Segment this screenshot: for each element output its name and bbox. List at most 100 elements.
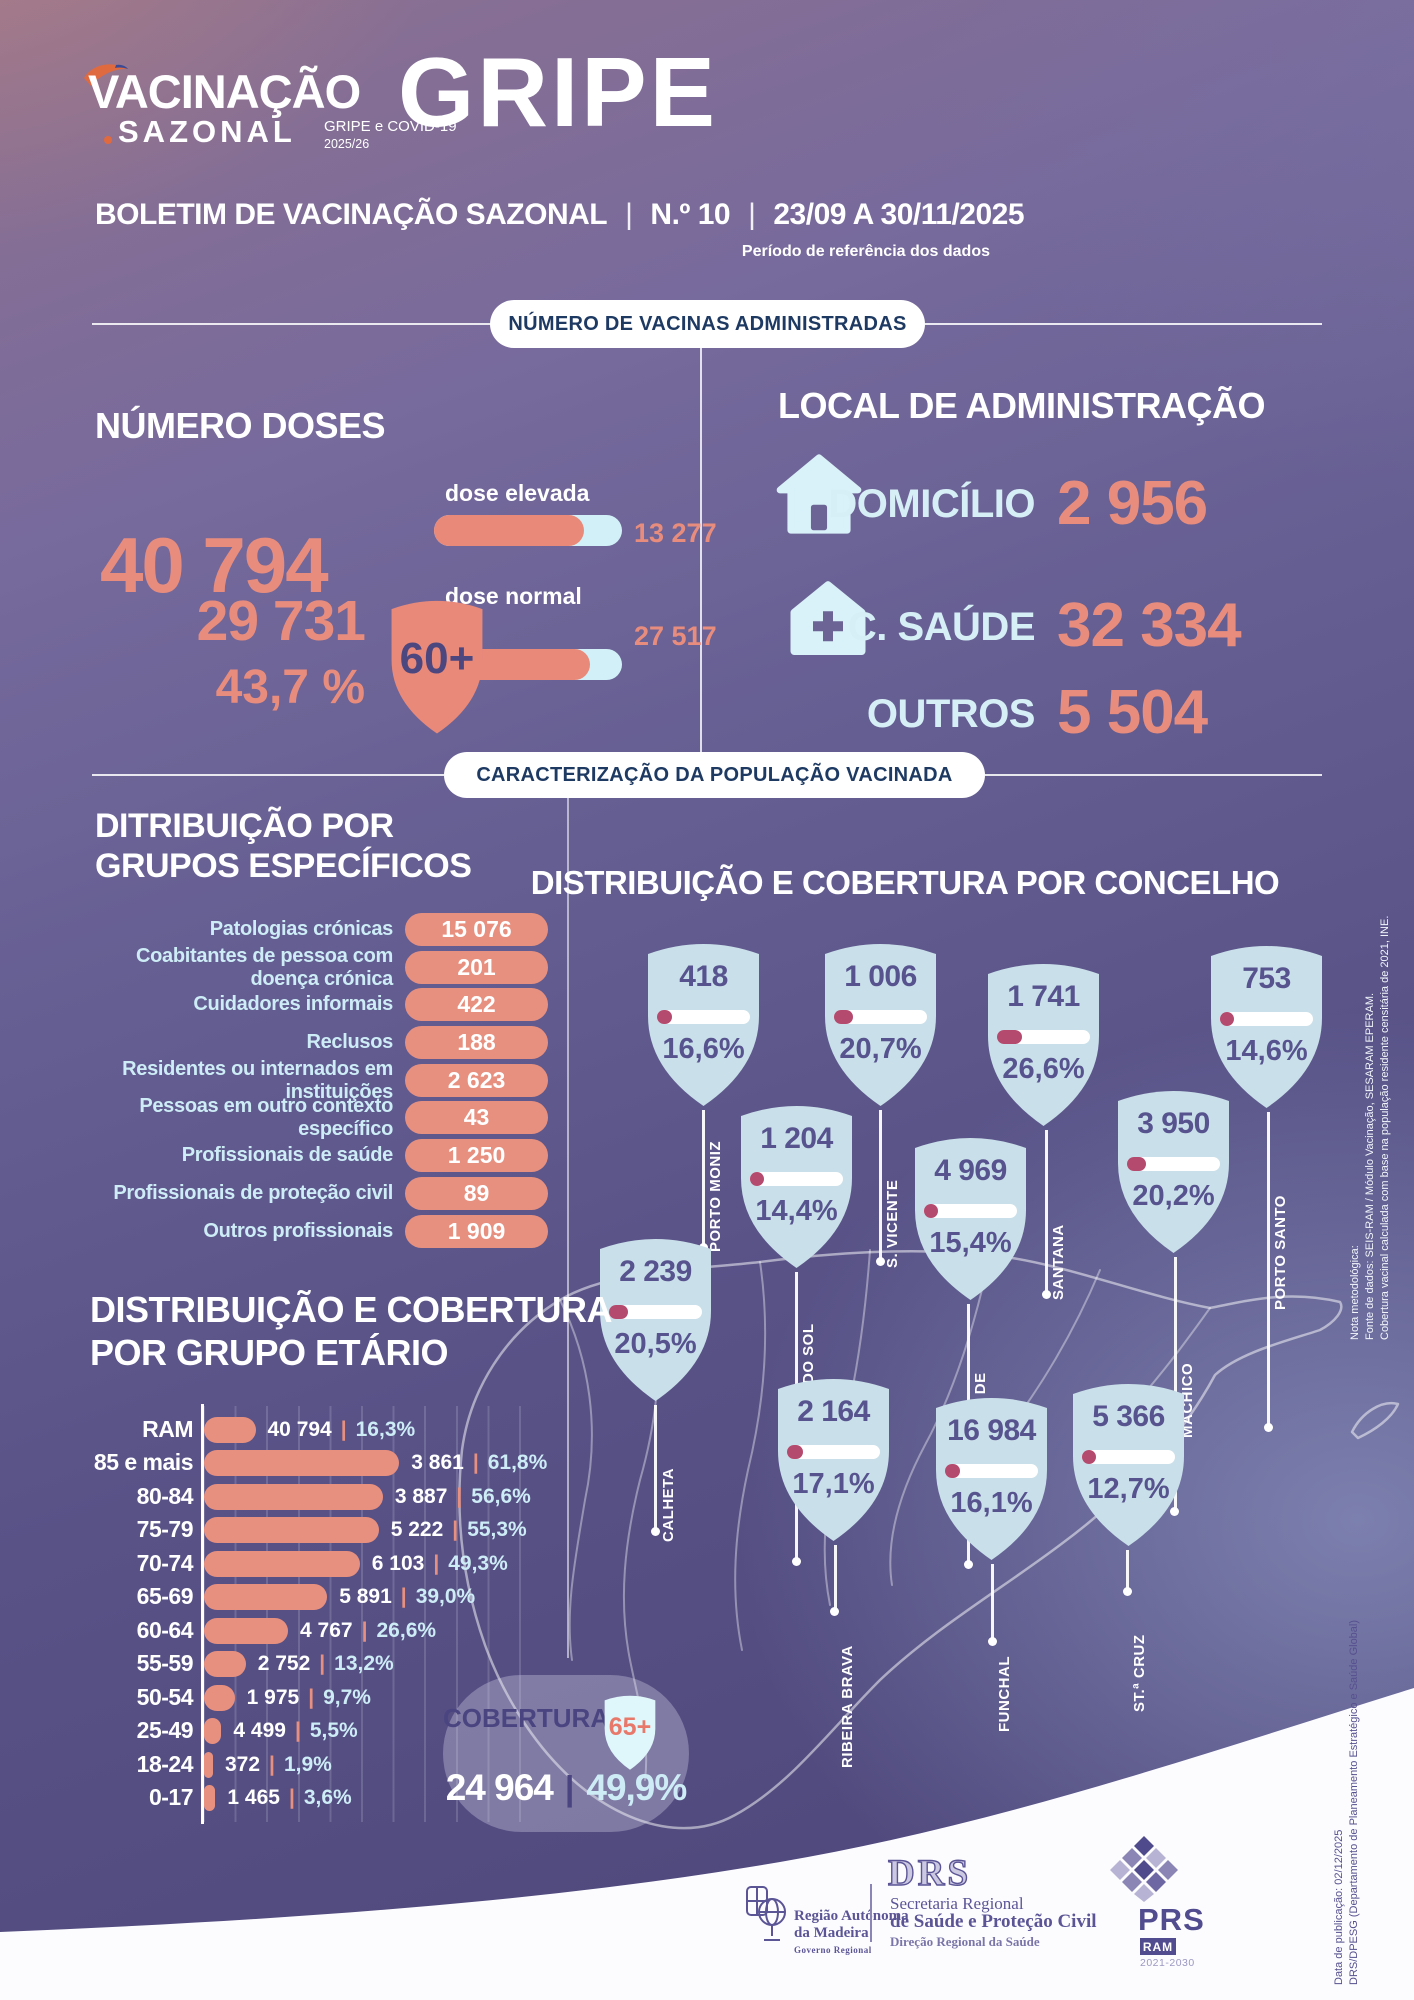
dose-elevada-value: 13 277	[634, 518, 717, 548]
concelho-value: 753	[1242, 962, 1291, 995]
concelho-value: 5 366	[1092, 1400, 1165, 1433]
shield-icon	[936, 1398, 1047, 1560]
concelho-name: SANTANA	[1050, 1224, 1067, 1300]
prs-years: 2021-2030	[1140, 1957, 1195, 1969]
group-value-pill: 188	[405, 1026, 548, 1059]
local-title: LOCAL DE ADMINISTRAÇÃO	[778, 385, 1266, 426]
map-dot	[988, 1637, 997, 1646]
coverage-bar	[750, 1172, 843, 1186]
group-row: Profissionais de proteção civil 89	[75, 1177, 548, 1210]
age-label: 25-49	[136, 1717, 194, 1743]
age-values: 3 861 | 61,8%	[411, 1450, 548, 1474]
bulletin-label: BOLETIM DE VACINAÇÃO SAZONAL	[95, 198, 608, 231]
concelho-name: PORTO SANTO	[1272, 1195, 1289, 1310]
group-label: Profissionais de proteção civil	[113, 1182, 393, 1204]
age-bar	[204, 1617, 289, 1644]
map-dot	[1264, 1423, 1273, 1432]
age-label: 80-84	[136, 1483, 194, 1509]
group-value-pill: 422	[405, 988, 548, 1021]
coverage-bar	[609, 1305, 702, 1319]
age-label: 85 e mais	[93, 1449, 194, 1475]
age-row: 85 e mais 3 861 | 61,8%	[85, 1449, 547, 1476]
column-divider	[567, 798, 569, 1658]
coverage-bar	[924, 1204, 1017, 1218]
concelho-pct: 15,4%	[929, 1227, 1012, 1259]
concelho-shield-ribeira-brava: 2 164 17,1%	[770, 1373, 897, 1545]
coverage-fill	[1220, 1012, 1234, 1026]
group-row: Pessoas em outro contexto específico 43	[75, 1095, 548, 1140]
drs-line1: Secretaria Regional	[890, 1894, 1024, 1913]
doses-title: NÚMERO DOSES	[95, 405, 386, 446]
coverage65-shield: 65+	[601, 1693, 659, 1770]
concelho-pct: 16,6%	[662, 1033, 745, 1065]
coverage-fill	[945, 1464, 960, 1478]
concelho-shield-machico: 3 950 20,2%	[1110, 1085, 1237, 1257]
age-title-line1: DISTRIBUIÇÃO E COBERTURA	[90, 1289, 613, 1330]
total-doses-value: 40 794	[100, 521, 329, 609]
concelho-value: 1 204	[760, 1122, 833, 1155]
divider-line	[985, 774, 1322, 776]
group-row: Profissionais de saúde 1 250	[75, 1139, 548, 1172]
group-value-pill: 201	[405, 951, 548, 984]
age-row: 55-59 2 752 | 13,2%	[85, 1650, 394, 1677]
map-dot	[651, 1527, 660, 1536]
group-label: Profissionais de saúde	[181, 1144, 394, 1166]
dose-elevada-fill	[434, 515, 585, 546]
group-row: Cuidadores informais 422	[75, 988, 548, 1021]
shield-stem	[654, 1405, 657, 1532]
concelho-shield-ponta-do-sol: 1 204 14,4%	[733, 1100, 860, 1272]
local-row-value: 32 334	[1057, 591, 1242, 660]
age-chart-title: DISTRIBUIÇÃO E COBERTURA POR GRUPO ETÁRI…	[90, 1288, 613, 1374]
concelhos-title: DISTRIBUIÇÃO E COBERTURA POR CONCELHO	[530, 864, 1280, 901]
age60-value: 29 731	[196, 589, 366, 653]
coverage-fill	[657, 1010, 673, 1024]
coverage-bar	[834, 1010, 927, 1024]
shield-icon	[604, 1695, 656, 1770]
column-divider	[700, 348, 702, 753]
age-row: 50-54 1 975 | 9,7%	[85, 1684, 371, 1711]
home-icon	[776, 454, 862, 534]
madeira-government-label: Região Autónoma da Madeira Governo Regio…	[794, 1908, 909, 1955]
shield-stem	[1126, 1550, 1129, 1592]
prs-name: PRS	[1138, 1902, 1205, 1937]
group-row: Coabitantes de pessoa com doença crónica…	[75, 945, 548, 990]
age-label: 75-79	[136, 1516, 194, 1542]
age-bar	[204, 1684, 235, 1711]
age-row: 65-69 5 891 | 39,0%	[85, 1583, 475, 1610]
bulletin-line: BOLETIM DE VACINAÇÃO SAZONAL | N.º 10 | …	[95, 198, 1025, 232]
concelho-name: CALHETA	[660, 1467, 677, 1542]
drs-logo: DRS	[887, 1852, 972, 1894]
coverage-fill	[997, 1030, 1022, 1044]
group-label: Pessoas em outro contexto específico	[139, 1094, 393, 1140]
shield-icon	[825, 944, 936, 1106]
age-bar	[204, 1550, 360, 1577]
shield-icon	[915, 1138, 1026, 1300]
age-bar	[204, 1483, 383, 1510]
map-dot	[964, 1560, 973, 1569]
concelho-value: 1 006	[844, 960, 917, 993]
age-bar	[204, 1784, 216, 1811]
group-value-pill: 1 909	[405, 1215, 548, 1248]
concelho-value: 4 969	[934, 1154, 1007, 1187]
concelho-value: 418	[679, 960, 728, 993]
local-row-value: 5 504	[1057, 678, 1208, 747]
age-bar	[204, 1650, 246, 1677]
divider-line	[92, 323, 492, 325]
group-value-pill: 15 076	[405, 913, 548, 946]
map-dot	[830, 1607, 839, 1616]
age-values: 5 891 | 39,0%	[339, 1584, 476, 1608]
age-label: 18-24	[136, 1751, 194, 1777]
age-values: 1 465 | 3,6%	[227, 1785, 352, 1809]
section-banner-vaccines: NÚMERO DE VACINAS ADMINISTRADAS	[490, 300, 925, 348]
age-values: 6 103 | 49,3%	[371, 1551, 508, 1575]
groups-title-line2: GRUPOS ESPECÍFICOS	[95, 847, 472, 885]
age-row: 60-64 4 767 | 26,6%	[85, 1617, 436, 1644]
concelho-value: 16 984	[947, 1414, 1036, 1447]
concelho-pct: 20,2%	[1132, 1180, 1215, 1212]
bulletin-number: N.º 10	[650, 198, 731, 231]
age-label: 70-74	[136, 1550, 194, 1576]
group-label: Outros profissionais	[203, 1220, 393, 1242]
age-row: 75-79 5 222 | 55,3%	[85, 1516, 527, 1543]
shield-icon	[988, 964, 1099, 1126]
